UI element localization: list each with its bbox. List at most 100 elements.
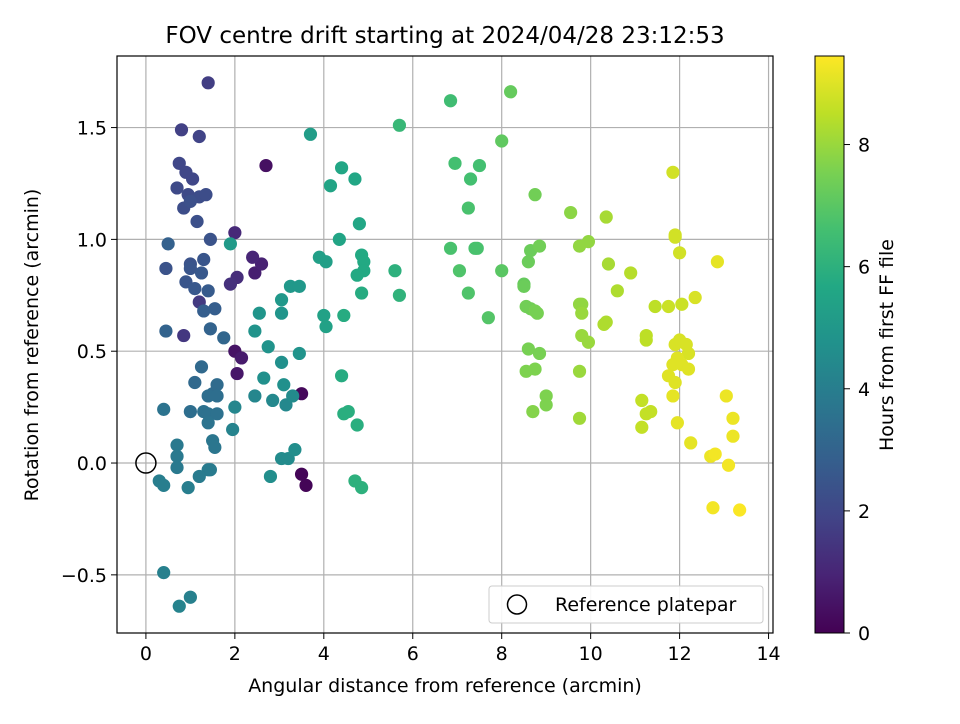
data-point <box>666 165 680 179</box>
data-point <box>210 407 224 421</box>
data-point <box>197 304 211 318</box>
data-point <box>319 320 333 334</box>
data-point <box>183 590 197 604</box>
data-point <box>257 371 271 385</box>
data-points <box>152 76 747 613</box>
data-point <box>733 503 747 517</box>
data-point <box>673 246 687 260</box>
data-point <box>528 188 542 202</box>
data-point <box>564 205 578 220</box>
data-point <box>263 469 278 484</box>
data-point <box>644 404 658 419</box>
data-point <box>668 230 682 244</box>
data-point <box>348 172 362 186</box>
data-point <box>635 420 649 434</box>
legend: Reference platepar <box>488 585 764 624</box>
data-point <box>183 194 197 208</box>
data-point <box>332 232 346 246</box>
data-point <box>259 158 273 173</box>
reference-platepar-marker <box>135 452 157 474</box>
colorbar-gradient <box>814 55 845 634</box>
colorbar-tick-label: 6 <box>858 257 870 279</box>
data-point <box>601 257 616 271</box>
data-point <box>334 161 349 175</box>
data-point <box>706 501 720 515</box>
data-point <box>675 297 689 311</box>
data-point <box>581 235 596 249</box>
data-point <box>294 467 309 481</box>
data-point <box>334 369 349 383</box>
reference-marker-group <box>135 452 157 474</box>
data-point <box>504 85 518 99</box>
data-point <box>470 241 484 255</box>
data-point <box>266 393 280 408</box>
data-point <box>226 422 240 437</box>
data-point <box>183 261 197 276</box>
data-point <box>246 250 260 264</box>
data-point <box>159 261 173 276</box>
data-point <box>726 411 740 425</box>
data-point <box>661 299 676 314</box>
y-tick-label: 0.0 <box>77 453 107 475</box>
y-tick-label: 0.5 <box>77 341 107 363</box>
data-point <box>157 402 171 416</box>
data-point <box>292 279 306 293</box>
data-point <box>443 94 458 108</box>
data-point <box>230 366 244 381</box>
data-point <box>337 308 351 323</box>
data-point <box>392 288 407 302</box>
data-point <box>199 188 213 202</box>
plot-frame <box>116 55 774 634</box>
x-tick-label: 10 <box>579 643 603 665</box>
data-point <box>539 398 553 412</box>
data-point <box>684 436 698 450</box>
data-point <box>274 355 289 369</box>
legend-box <box>488 585 764 624</box>
data-point <box>161 237 175 251</box>
data-point <box>177 328 191 343</box>
data-point <box>208 302 222 316</box>
data-point <box>252 306 266 320</box>
y-tick-label: −0.5 <box>61 565 107 587</box>
data-point <box>495 264 509 278</box>
data-point <box>624 266 638 280</box>
data-point <box>681 346 696 361</box>
data-point <box>208 440 222 454</box>
x-tick-label: 6 <box>407 643 419 665</box>
data-point <box>194 266 209 280</box>
data-point <box>274 293 289 307</box>
data-point <box>197 252 211 267</box>
data-point <box>719 389 733 403</box>
data-point <box>188 281 202 296</box>
data-point <box>452 264 467 278</box>
data-point <box>461 201 475 215</box>
data-point <box>292 346 306 361</box>
data-point <box>481 311 495 325</box>
data-point <box>341 404 355 419</box>
data-point <box>355 481 369 495</box>
x-tick-label: 14 <box>756 643 780 665</box>
x-tick-label: 0 <box>140 643 152 665</box>
data-point <box>581 335 596 349</box>
data-point <box>572 364 587 378</box>
data-point <box>181 481 195 495</box>
x-axis-label: Angular distance from reference (arcmin) <box>248 675 642 697</box>
colorbar-tick-label: 8 <box>858 135 870 157</box>
data-point <box>223 277 238 291</box>
data-point <box>274 306 289 320</box>
data-point <box>170 438 184 452</box>
data-point <box>463 172 478 186</box>
data-point <box>350 268 364 282</box>
data-point <box>159 324 173 338</box>
data-point <box>681 362 696 376</box>
colorbar-tick-label: 0 <box>858 623 870 645</box>
x-tick-label: 12 <box>668 643 692 665</box>
data-point <box>521 342 535 356</box>
data-point <box>521 255 535 269</box>
data-point <box>203 232 217 246</box>
data-point <box>670 416 684 430</box>
data-point <box>572 411 587 425</box>
data-point <box>234 351 249 365</box>
data-point <box>648 299 662 314</box>
data-point <box>217 331 231 345</box>
